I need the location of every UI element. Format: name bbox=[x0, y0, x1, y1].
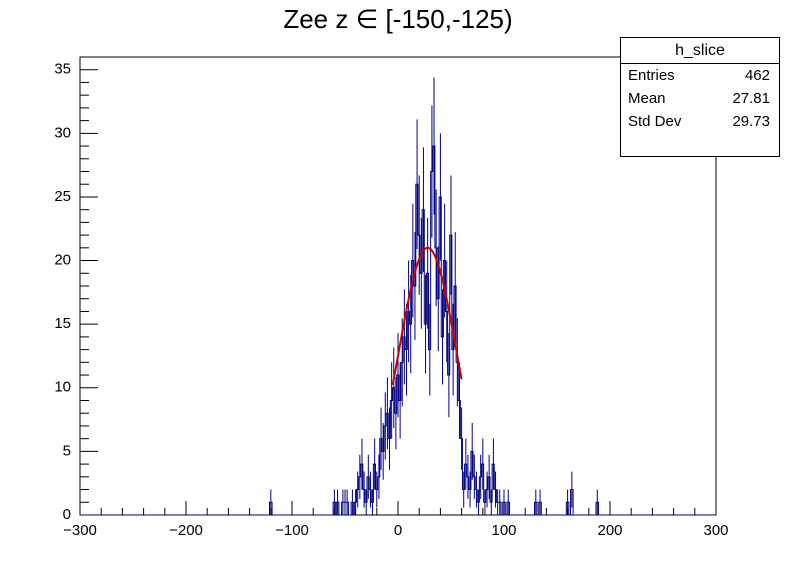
stats-mean-row: Mean 27.81 bbox=[621, 87, 779, 110]
y-tick-label: 20 bbox=[54, 252, 71, 269]
y-tick-label: 15 bbox=[54, 315, 71, 332]
stats-name: h_slice bbox=[621, 38, 779, 64]
stats-box: h_slice Entries 462 Mean 27.81 Std Dev 2… bbox=[620, 37, 780, 157]
x-tick-label: 300 bbox=[703, 522, 728, 539]
x-tick-label: 0 bbox=[394, 522, 402, 539]
stats-std-label: Std Dev bbox=[628, 113, 682, 130]
x-tick-label: 100 bbox=[491, 522, 516, 539]
y-tick-labels: 0 5 10 15 20 25 30 35 bbox=[54, 61, 71, 523]
y-tick-label: 25 bbox=[54, 188, 71, 205]
stats-entries-row: Entries 462 bbox=[621, 64, 779, 87]
histogram-outline bbox=[80, 145, 716, 516]
stats-entries-label: Entries bbox=[628, 67, 675, 84]
chart-title: Zee z ∈ [-150,-125) bbox=[283, 4, 513, 34]
y-tick-label: 30 bbox=[54, 124, 71, 141]
x-tick-label: −200 bbox=[169, 522, 203, 539]
x-tick-label: 200 bbox=[597, 522, 622, 539]
error-bars bbox=[270, 77, 598, 515]
stats-mean-label: Mean bbox=[628, 90, 666, 107]
x-tick-labels: −300 −200 −100 0 100 200 300 bbox=[63, 522, 728, 539]
y-tick-label: 10 bbox=[54, 379, 71, 396]
stats-std-value: 29.73 bbox=[732, 113, 770, 130]
y-tick-label: 35 bbox=[54, 61, 71, 78]
x-tick-label: −300 bbox=[63, 522, 97, 539]
stats-mean-value: 27.81 bbox=[732, 90, 770, 107]
gaussian-fit-curve bbox=[391, 246, 463, 386]
y-tick-label: 0 bbox=[63, 506, 71, 523]
stats-entries-value: 462 bbox=[744, 67, 770, 84]
stats-std-row: Std Dev 29.73 bbox=[621, 110, 779, 133]
x-tick-label: −100 bbox=[275, 522, 309, 539]
y-tick-label: 5 bbox=[63, 442, 71, 459]
